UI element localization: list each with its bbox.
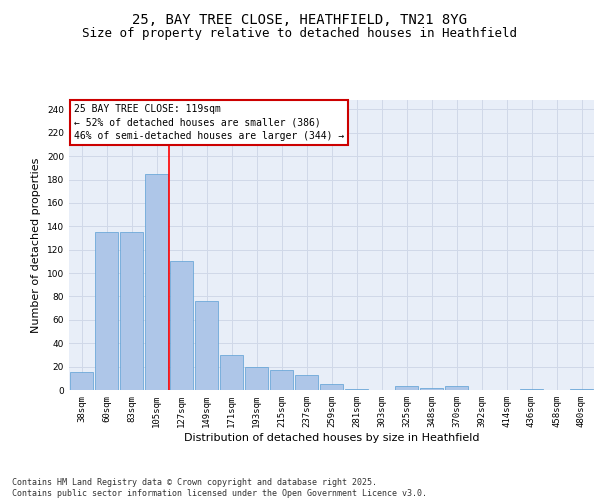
Bar xyxy=(420,388,443,390)
Bar xyxy=(95,232,118,390)
Bar xyxy=(170,262,193,390)
Bar xyxy=(295,375,318,390)
Bar xyxy=(145,174,168,390)
Text: Contains HM Land Registry data © Crown copyright and database right 2025.
Contai: Contains HM Land Registry data © Crown c… xyxy=(12,478,427,498)
Text: 25, BAY TREE CLOSE, HEATHFIELD, TN21 8YG: 25, BAY TREE CLOSE, HEATHFIELD, TN21 8YG xyxy=(133,12,467,26)
Bar xyxy=(445,386,468,390)
Bar xyxy=(395,386,418,390)
Bar xyxy=(195,301,218,390)
Bar xyxy=(570,389,593,390)
Text: 25 BAY TREE CLOSE: 119sqm
← 52% of detached houses are smaller (386)
46% of semi: 25 BAY TREE CLOSE: 119sqm ← 52% of detac… xyxy=(74,104,344,141)
Y-axis label: Number of detached properties: Number of detached properties xyxy=(31,158,41,332)
Bar xyxy=(270,370,293,390)
Bar xyxy=(120,232,143,390)
Bar xyxy=(320,384,343,390)
X-axis label: Distribution of detached houses by size in Heathfield: Distribution of detached houses by size … xyxy=(184,432,479,442)
Bar xyxy=(245,366,268,390)
Bar xyxy=(220,355,243,390)
Bar xyxy=(345,389,368,390)
Bar xyxy=(70,372,93,390)
Bar xyxy=(520,389,543,390)
Text: Size of property relative to detached houses in Heathfield: Size of property relative to detached ho… xyxy=(83,28,517,40)
